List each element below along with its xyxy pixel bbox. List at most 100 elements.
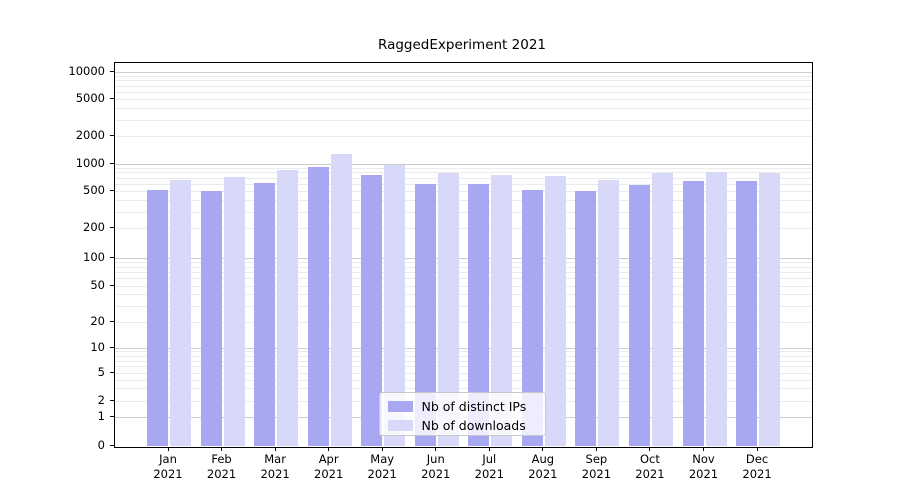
minor-gridline	[114, 172, 812, 174]
plot-area: Nb of distinct IPs Nb of downloads	[113, 61, 813, 448]
major-gridline	[114, 163, 812, 165]
x-tick-mark	[381, 446, 383, 451]
x-tick-mark	[756, 446, 758, 451]
minor-gridline	[114, 75, 812, 77]
minor-gridline	[114, 285, 812, 287]
y-tick-mark	[109, 227, 114, 228]
x-tick-mark	[488, 446, 490, 451]
bar-downloads-nov	[705, 172, 727, 447]
bar-distinct-ips-aug	[521, 190, 543, 447]
x-tick-mark	[274, 446, 276, 451]
y-tick-mark	[109, 98, 114, 99]
x-tick-mark	[221, 446, 223, 451]
y-tick-label: 5000	[75, 91, 105, 105]
y-tick-label: 1000	[75, 155, 105, 170]
bar-distinct-ips-apr	[307, 166, 329, 447]
minor-gridline	[114, 183, 812, 185]
minor-gridline	[114, 108, 812, 109]
y-tick-label: 2000	[75, 128, 105, 142]
bar-distinct-ips-nov	[682, 181, 704, 447]
bar-downloads-aug	[544, 175, 566, 447]
minor-gridline	[114, 271, 812, 273]
y-tick-label: 5	[97, 365, 105, 379]
bar-downloads-jan	[170, 179, 191, 447]
x-tick-label: Aug 2021	[528, 451, 558, 481]
y-tick-mark	[109, 135, 114, 136]
minor-gridline	[114, 200, 812, 201]
x-tick-label: Jan 2021	[153, 451, 183, 481]
minor-gridline	[114, 167, 812, 169]
bar-distinct-ips-may	[361, 174, 383, 447]
minor-gridline	[114, 80, 812, 82]
minor-gridline	[114, 99, 812, 100]
bar-downloads-mar	[277, 169, 299, 447]
y-tick-label: 500	[83, 183, 105, 197]
x-tick-mark	[167, 446, 169, 451]
x-tick-label: Dec 2021	[742, 451, 772, 481]
major-gridline	[114, 71, 812, 73]
bar-downloads-apr	[330, 153, 352, 447]
x-tick-label: Jun 2021	[421, 451, 451, 481]
y-tick-label: 10000	[68, 63, 105, 78]
y-tick-label: 50	[90, 277, 105, 292]
y-tick-label: 20	[90, 313, 105, 328]
minor-gridline	[114, 91, 812, 93]
minor-gridline	[114, 191, 812, 192]
minor-gridline	[114, 261, 812, 263]
x-tick-mark	[542, 446, 544, 451]
y-tick-mark	[109, 256, 114, 258]
bar-distinct-ips-mar	[254, 182, 276, 447]
y-tick-label: 100	[83, 249, 105, 264]
minor-gridline	[114, 211, 812, 213]
x-tick-label: Feb 2021	[206, 451, 237, 481]
y-tick-mark	[109, 162, 114, 164]
y-tick-mark	[109, 70, 114, 72]
legend-label-distinct-ips: Nb of distinct IPs	[421, 399, 527, 414]
x-tick-mark	[435, 446, 437, 451]
bar-distinct-ips-oct	[628, 184, 650, 447]
x-tick-mark	[328, 446, 330, 451]
minor-gridline	[114, 355, 812, 357]
y-tick-label: 10	[90, 339, 105, 354]
major-gridline	[114, 347, 812, 349]
bar-downloads-oct	[651, 172, 673, 447]
y-tick-label: 2	[97, 392, 105, 407]
y-tick-mark	[109, 346, 114, 348]
x-tick-mark	[703, 446, 704, 451]
y-tick-label: 0	[97, 438, 105, 452]
bar-downloads-jun	[437, 172, 459, 447]
bar-downloads-sep	[598, 180, 620, 447]
x-tick-label: Sep 2021	[581, 451, 612, 481]
y-tick-mark	[109, 372, 114, 373]
x-tick-label: Apr 2021	[314, 451, 344, 481]
minor-gridline	[114, 228, 812, 229]
x-tick-label: Oct 2021	[635, 451, 665, 481]
bar-downloads-jul	[491, 174, 513, 447]
minor-gridline	[114, 373, 812, 374]
bar-distinct-ips-sep	[575, 190, 597, 447]
y-tick-label: 200	[83, 220, 105, 234]
minor-gridline	[114, 351, 812, 353]
x-tick-mark	[595, 446, 597, 451]
minor-gridline	[114, 321, 812, 323]
y-tick-mark	[109, 190, 114, 191]
bar-downloads-may	[384, 164, 406, 447]
y-tick-mark	[109, 320, 114, 322]
minor-gridline	[114, 388, 812, 390]
y-tick-label: 1	[97, 408, 105, 423]
legend: Nb of distinct IPs Nb of downloads	[378, 391, 546, 436]
x-tick-label: May 2021	[367, 451, 397, 481]
minor-gridline	[114, 360, 812, 362]
minor-gridline	[114, 366, 812, 368]
bar-distinct-ips-feb	[200, 191, 222, 447]
legend-label-downloads: Nb of downloads	[421, 418, 526, 433]
x-tick-label: Nov 2021	[688, 451, 719, 481]
minor-gridline	[114, 379, 812, 381]
x-tick-label: Jul 2021	[474, 451, 504, 481]
y-tick-mark	[109, 284, 114, 286]
x-tick-mark	[649, 446, 651, 451]
y-tick-mark	[109, 399, 114, 401]
minor-gridline	[114, 305, 812, 307]
legend-swatch-downloads	[387, 420, 413, 431]
bar-downloads-feb	[223, 177, 245, 447]
